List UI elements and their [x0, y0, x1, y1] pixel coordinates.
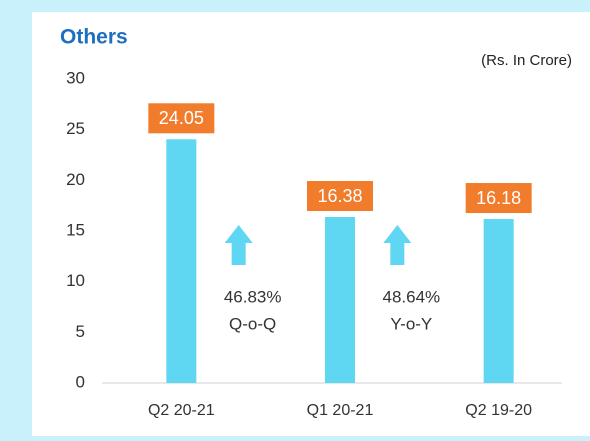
unit-label: (Rs. In Crore) [481, 52, 572, 69]
y-tick-label: 10 [66, 271, 85, 290]
arrow-icon [224, 225, 253, 265]
chart-title: Others [60, 26, 128, 49]
bar [483, 219, 514, 383]
bar [166, 139, 197, 383]
y-tick-label: 20 [66, 170, 85, 189]
y-tick-label: 0 [76, 372, 85, 391]
y-tick-label: 25 [66, 119, 85, 138]
annotation: Q-o-Q [229, 314, 276, 333]
value-label-box [307, 181, 373, 212]
annotation: 46.83% [224, 287, 282, 306]
y-tick-label: 30 [66, 68, 85, 87]
value-label: 24.05 [159, 108, 204, 128]
x-tick-label: Q2 19-20 [465, 402, 532, 419]
x-tick-label: Q1 20-21 [307, 402, 374, 419]
value-label: 16.18 [476, 188, 521, 208]
annotation: Y-o-Y [390, 314, 432, 333]
arrow-icon [383, 225, 412, 265]
y-tick-label: 5 [76, 322, 85, 341]
value-label-box [148, 103, 215, 134]
annotation: 48.64% [382, 287, 440, 306]
y-tick-label: 15 [66, 220, 85, 239]
x-tick-label: Q2 20-21 [148, 402, 215, 419]
value-label: 16.38 [317, 186, 362, 206]
bar [325, 217, 355, 383]
value-label-box [465, 183, 532, 214]
